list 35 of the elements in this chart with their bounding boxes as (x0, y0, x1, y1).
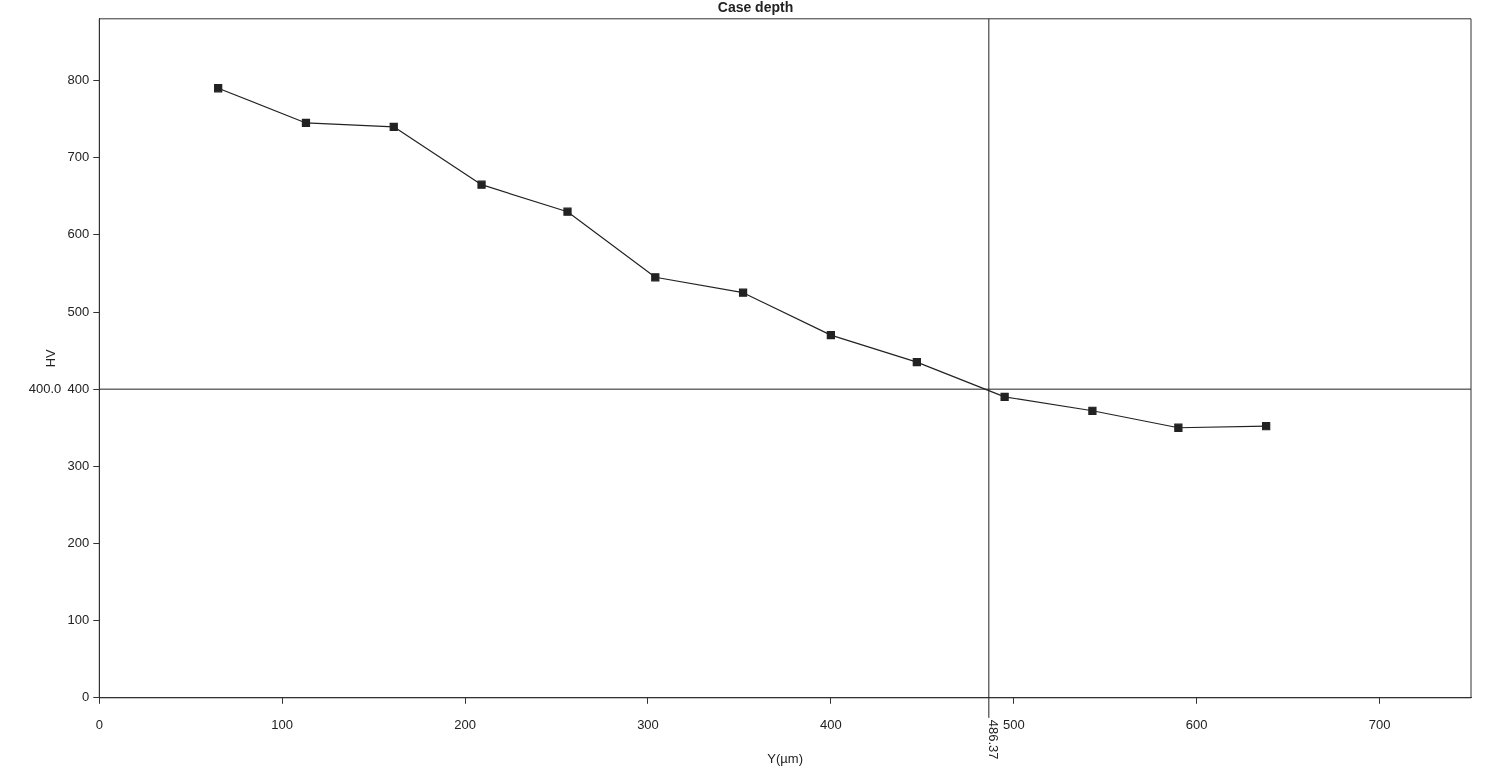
y-tick-label: 100 (67, 612, 90, 628)
x-tick-label: 300 (637, 717, 659, 733)
point (1262, 422, 1271, 431)
y-tick-label: 200 (67, 535, 90, 551)
y-tick-label: 300 (67, 457, 90, 473)
x-tick-label: 400 (820, 717, 842, 733)
point (301, 118, 311, 128)
point (214, 84, 223, 93)
y-tick-label: 0 (82, 689, 90, 705)
x-tick-label: 500 (1002, 717, 1025, 733)
point (738, 288, 748, 297)
point (651, 273, 660, 282)
point (912, 358, 921, 367)
chart-title: Case depth (717, 0, 794, 16)
x-tick-label: 600 (1185, 717, 1208, 733)
x-tick-label: 200 (454, 717, 476, 733)
y-tick-label: 800 (67, 72, 90, 88)
x-tick-label: 0 (95, 717, 103, 733)
point (1000, 392, 1009, 402)
ref-line-label: 486.37 (986, 719, 1002, 760)
point (1174, 423, 1183, 432)
point (477, 180, 486, 189)
point (826, 331, 835, 340)
point (563, 207, 572, 216)
y-axis-title: HV (43, 348, 59, 368)
point (389, 122, 398, 131)
ref-line-label: 400.0 (28, 380, 62, 396)
x-tick-label: 700 (1368, 717, 1391, 733)
x-axis-title: Y(µm) (767, 750, 803, 766)
x-tick-label: 100 (271, 717, 294, 733)
y-tick-label: 500 (67, 303, 90, 319)
y-tick-label: 700 (67, 149, 90, 165)
y-tick-label: 400 (67, 380, 90, 396)
y-tick-label: 600 (67, 226, 90, 242)
point (1088, 406, 1097, 415)
